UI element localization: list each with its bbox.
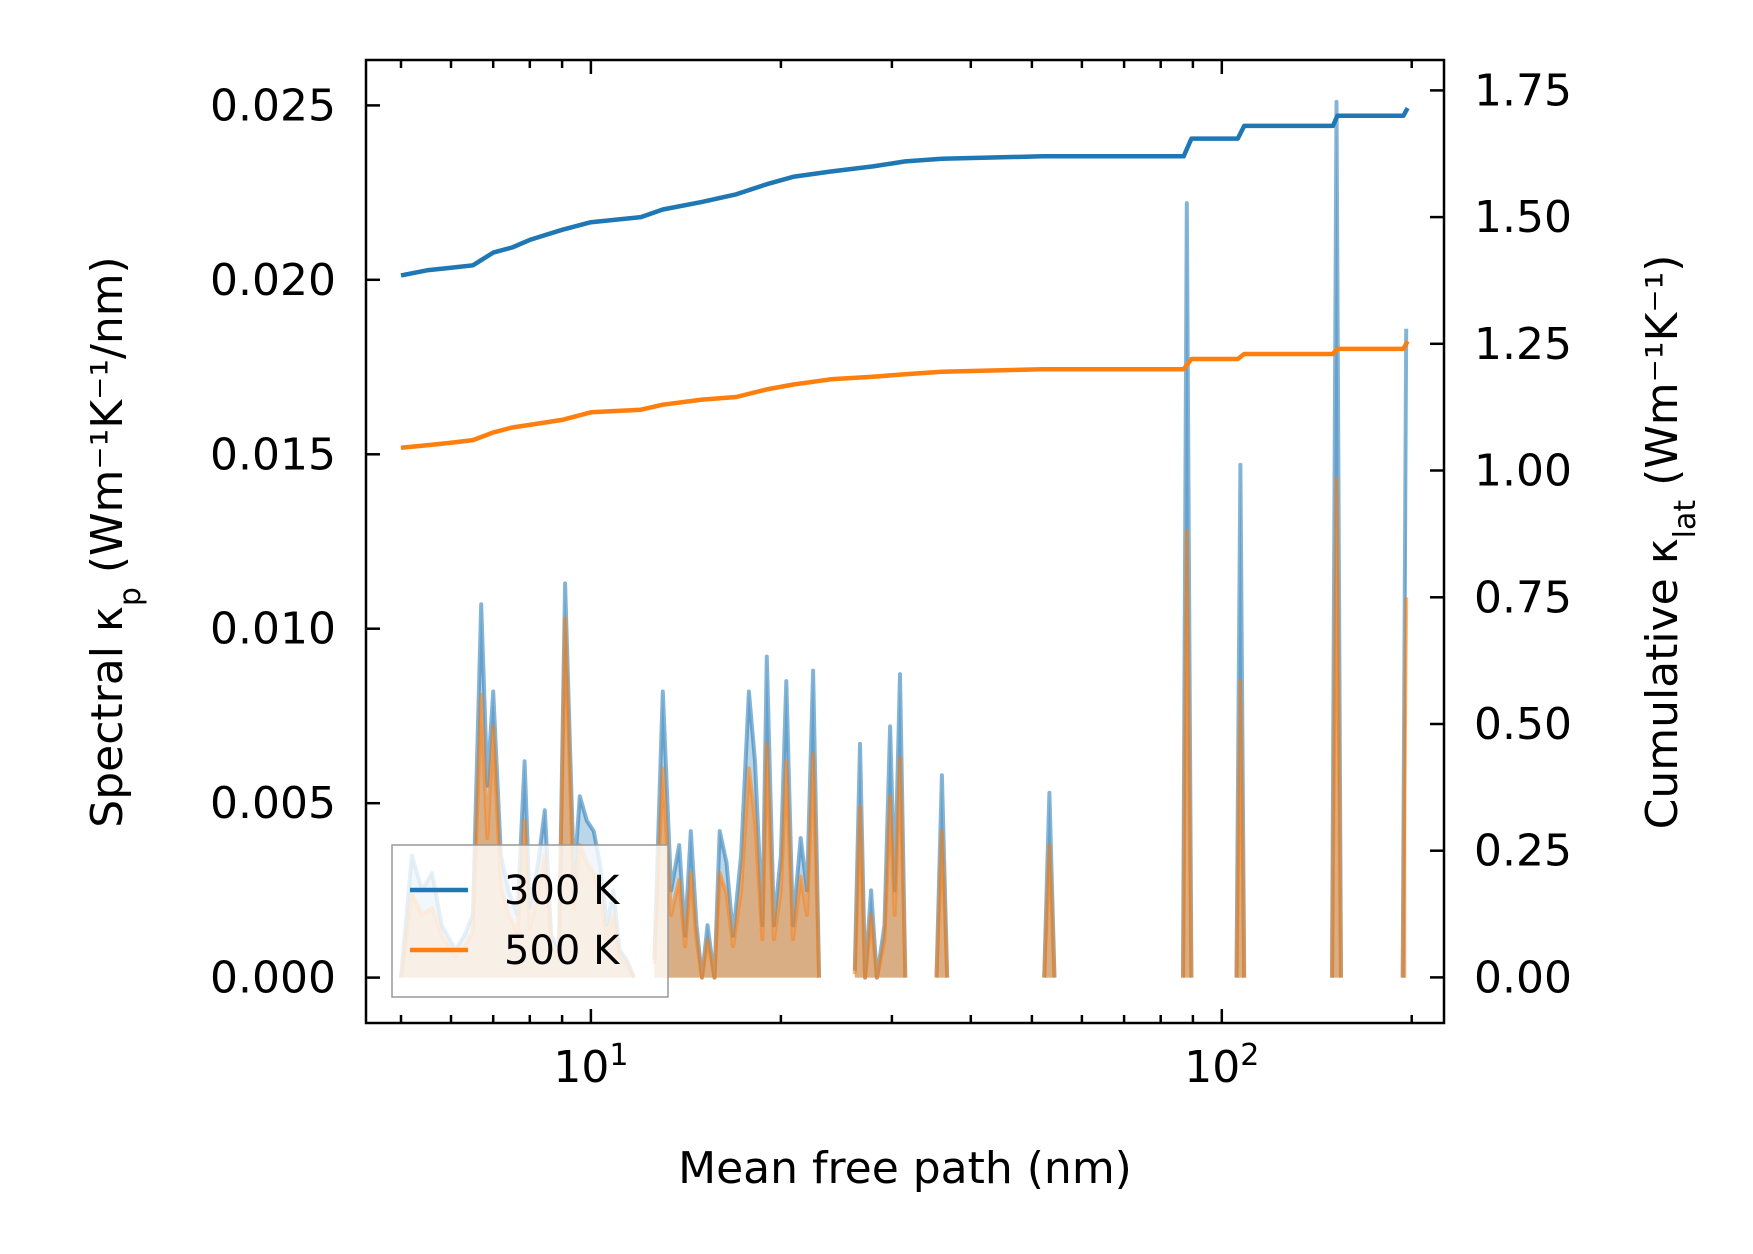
y-right-tick-label: 0.75 [1474, 572, 1572, 623]
legend-box [391, 844, 669, 998]
cumulative-line-300k [400, 107, 1410, 278]
y-left-tick-label: 0.025 [210, 80, 336, 131]
x-tick-label: 101 [553, 1038, 628, 1094]
y-right-tick-label: 0.25 [1474, 826, 1572, 877]
y-right-tick-label: 1.50 [1474, 192, 1572, 243]
y-right-tick-label: 0.00 [1474, 952, 1572, 1003]
y-right-axis-title: Cumulative κlat (Wm⁻¹K⁻¹) [1637, 255, 1703, 830]
y-left-tick-label: 0.000 [210, 953, 336, 1004]
y-left-tick-label: 0.005 [210, 778, 336, 829]
legend-label-500k: 500 K [504, 928, 621, 974]
legend-label-300k: 300 K [504, 868, 621, 914]
y-left-tick-label: 0.020 [210, 255, 336, 306]
y-left-axis-title: Spectral κp (Wm⁻¹K⁻¹/nm) [82, 256, 148, 827]
cumulative-line-500k [400, 340, 1410, 450]
plot-frame [364, 58, 1446, 1025]
y-right-tick-label: 1.00 [1474, 446, 1572, 497]
y-right-tick-label: 1.25 [1474, 319, 1572, 370]
y-left-tick-label: 0.015 [210, 429, 336, 480]
x-axis-title: Mean free path (nm) [678, 1143, 1132, 1194]
y-right-tick-label: 1.75 [1474, 65, 1572, 116]
y-left-tick-label: 0.010 [210, 604, 336, 655]
y-right-tick-label: 0.50 [1474, 699, 1572, 750]
legend: 300 K 500 K [391, 844, 669, 998]
x-tick-label: 102 [1184, 1038, 1259, 1094]
